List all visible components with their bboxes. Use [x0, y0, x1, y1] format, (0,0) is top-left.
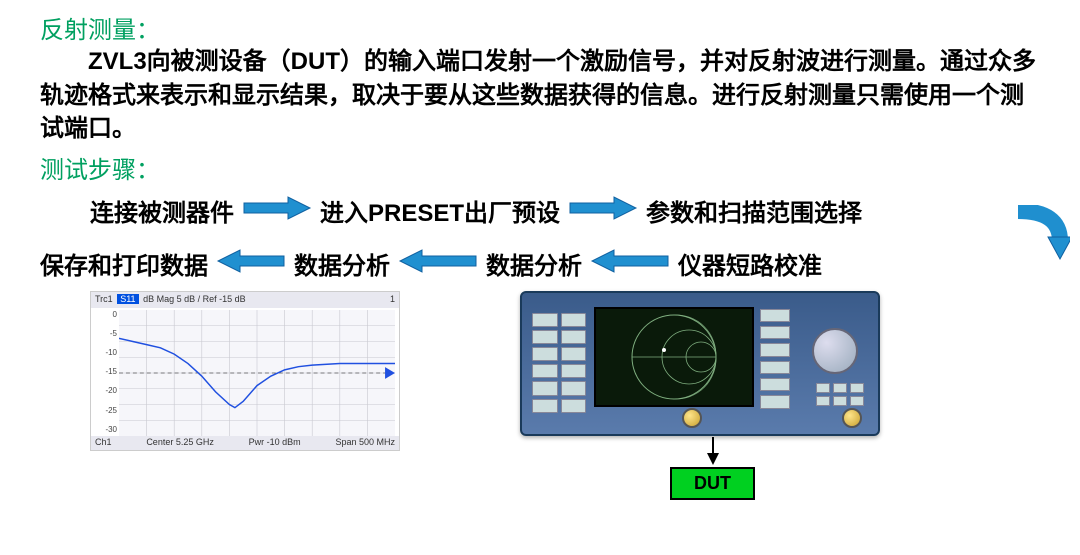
s11-badge: S11: [117, 294, 138, 304]
arrow-right-icon: [242, 195, 312, 226]
arrow-left-icon: [590, 248, 670, 279]
chart-plot-area: [119, 310, 395, 436]
flow-step-analysis-1: 数据分析: [486, 246, 582, 281]
network-analyzer: DUT: [520, 291, 880, 451]
section-heading-steps: 测试步骤：: [40, 150, 1040, 185]
arrow-left-icon: [216, 248, 286, 279]
chart-span: Span 500 MHz: [335, 437, 395, 449]
analyzer-body: [520, 291, 880, 436]
chart-center-freq: Center 5.25 GHz: [146, 437, 214, 449]
smith-chart-icon: [624, 312, 724, 402]
dut-connection: DUT: [670, 437, 755, 500]
analyzer-screen: [594, 307, 754, 407]
flow-diagram: 连接被测器件 进入PRESET出厂预设 参数和扫描范围选择 保存和打印数据: [40, 193, 1040, 281]
chart-header: Trc1 S11 dB Mag 5 dB / Ref -15 dB 1: [91, 292, 399, 308]
flow-step-save-print: 保存和打印数据: [40, 246, 208, 281]
analyzer-port-2: [842, 408, 862, 428]
flow-row-1: 连接被测器件 进入PRESET出厂预设 参数和扫描范围选择: [40, 193, 1040, 228]
analyzer-left-buttons: [532, 313, 586, 413]
chart-power: Pwr -10 dBm: [249, 437, 301, 449]
description-paragraph: ZVL3向被测设备（DUT）的输入端口发射一个激励信号，并对反射波进行测量。通过…: [40, 45, 1040, 146]
arrow-down-icon: [703, 437, 723, 467]
arrow-right-icon: [568, 195, 638, 226]
flow-row-2: 保存和打印数据 数据分析 数据分析 仪器短路校准: [40, 246, 1040, 281]
chart-footer: Ch1 Center 5.25 GHz Pwr -10 dBm Span 500…: [91, 436, 399, 450]
chart-y-axis: 0-5-10-15-20-25-30: [95, 310, 117, 434]
chart-scale-label: dB Mag 5 dB / Ref -15 dB: [143, 294, 246, 304]
section-heading-reflection: 反射测量：: [40, 10, 1040, 45]
analyzer-port-1: [682, 408, 702, 428]
chart-channel: Ch1: [95, 437, 112, 449]
arrow-curve-down-icon: [1010, 205, 1070, 270]
chart-trace-label: Trc1: [95, 294, 113, 304]
flow-step-connect-dut: 连接被测器件: [90, 193, 234, 228]
analyzer-right-buttons: [816, 383, 864, 406]
arrow-left-icon: [398, 248, 478, 279]
flow-step-analysis-2: 数据分析: [294, 246, 390, 281]
s11-chart: Trc1 S11 dB Mag 5 dB / Ref -15 dB 1 S11 …: [90, 291, 400, 451]
flow-step-calibration: 仪器短路校准: [678, 246, 822, 281]
dut-label: DUT: [670, 467, 755, 500]
flow-step-preset: 进入PRESET出厂预设: [320, 193, 560, 228]
flow-step-params: 参数和扫描范围选择: [646, 193, 862, 228]
chart-index: 1: [390, 294, 395, 304]
analyzer-knob: [812, 328, 858, 374]
analyzer-softkeys: [760, 309, 790, 409]
